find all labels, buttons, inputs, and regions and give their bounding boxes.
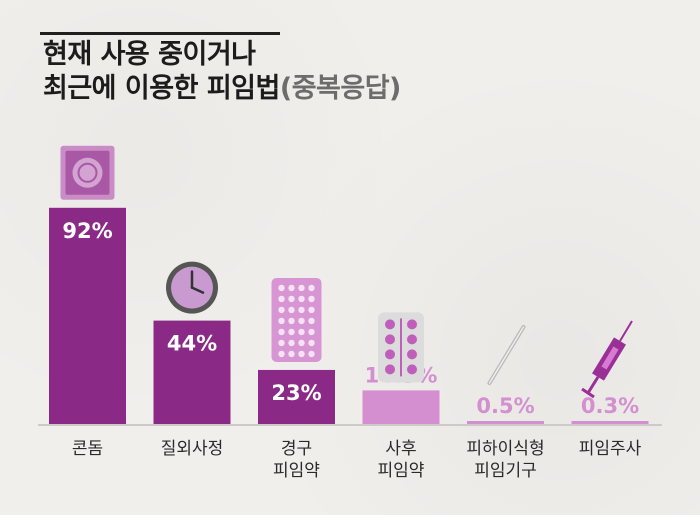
bar xyxy=(153,320,231,424)
category-label: 콘돔 xyxy=(72,439,103,459)
category-label: 피임약 xyxy=(273,461,320,481)
bar xyxy=(571,421,649,424)
data-label: 0.3% xyxy=(581,394,639,418)
bar xyxy=(362,390,440,424)
title-note: (중복응답) xyxy=(279,73,402,104)
title-line-2-main: 최근에 이용한 피임법 xyxy=(43,73,280,104)
title-line-2: 최근에 이용한 피임법(중복응답) xyxy=(43,72,401,106)
title-rule xyxy=(40,32,280,35)
implant-icon xyxy=(487,325,526,385)
condom-icon xyxy=(60,145,115,200)
clock-icon xyxy=(166,261,218,314)
bar xyxy=(258,369,335,424)
data-label: 44% xyxy=(167,332,217,356)
category-label: 피임주사 xyxy=(579,439,642,459)
category-label: 피하이식형 xyxy=(466,439,544,459)
category-label: 피임약 xyxy=(378,461,425,481)
bar xyxy=(49,207,126,424)
chart-title: 현재 사용 중이거나 최근에 이용한 피임법(중복응답) xyxy=(43,38,401,106)
bar xyxy=(467,421,544,424)
category-label: 피임기구 xyxy=(474,461,537,481)
title-line-1: 현재 사용 중이거나 xyxy=(43,39,256,70)
data-label: 23% xyxy=(271,381,321,405)
data-label: 92% xyxy=(62,219,112,243)
category-label: 사후 xyxy=(385,439,416,459)
data-label: 0.5% xyxy=(476,394,534,418)
category-label: 질외사정 xyxy=(161,439,224,459)
syringe-icon xyxy=(581,320,633,399)
category-label: 경구 xyxy=(281,439,312,459)
pill-pack-icon xyxy=(271,277,322,362)
pill-blister-icon xyxy=(378,312,424,383)
